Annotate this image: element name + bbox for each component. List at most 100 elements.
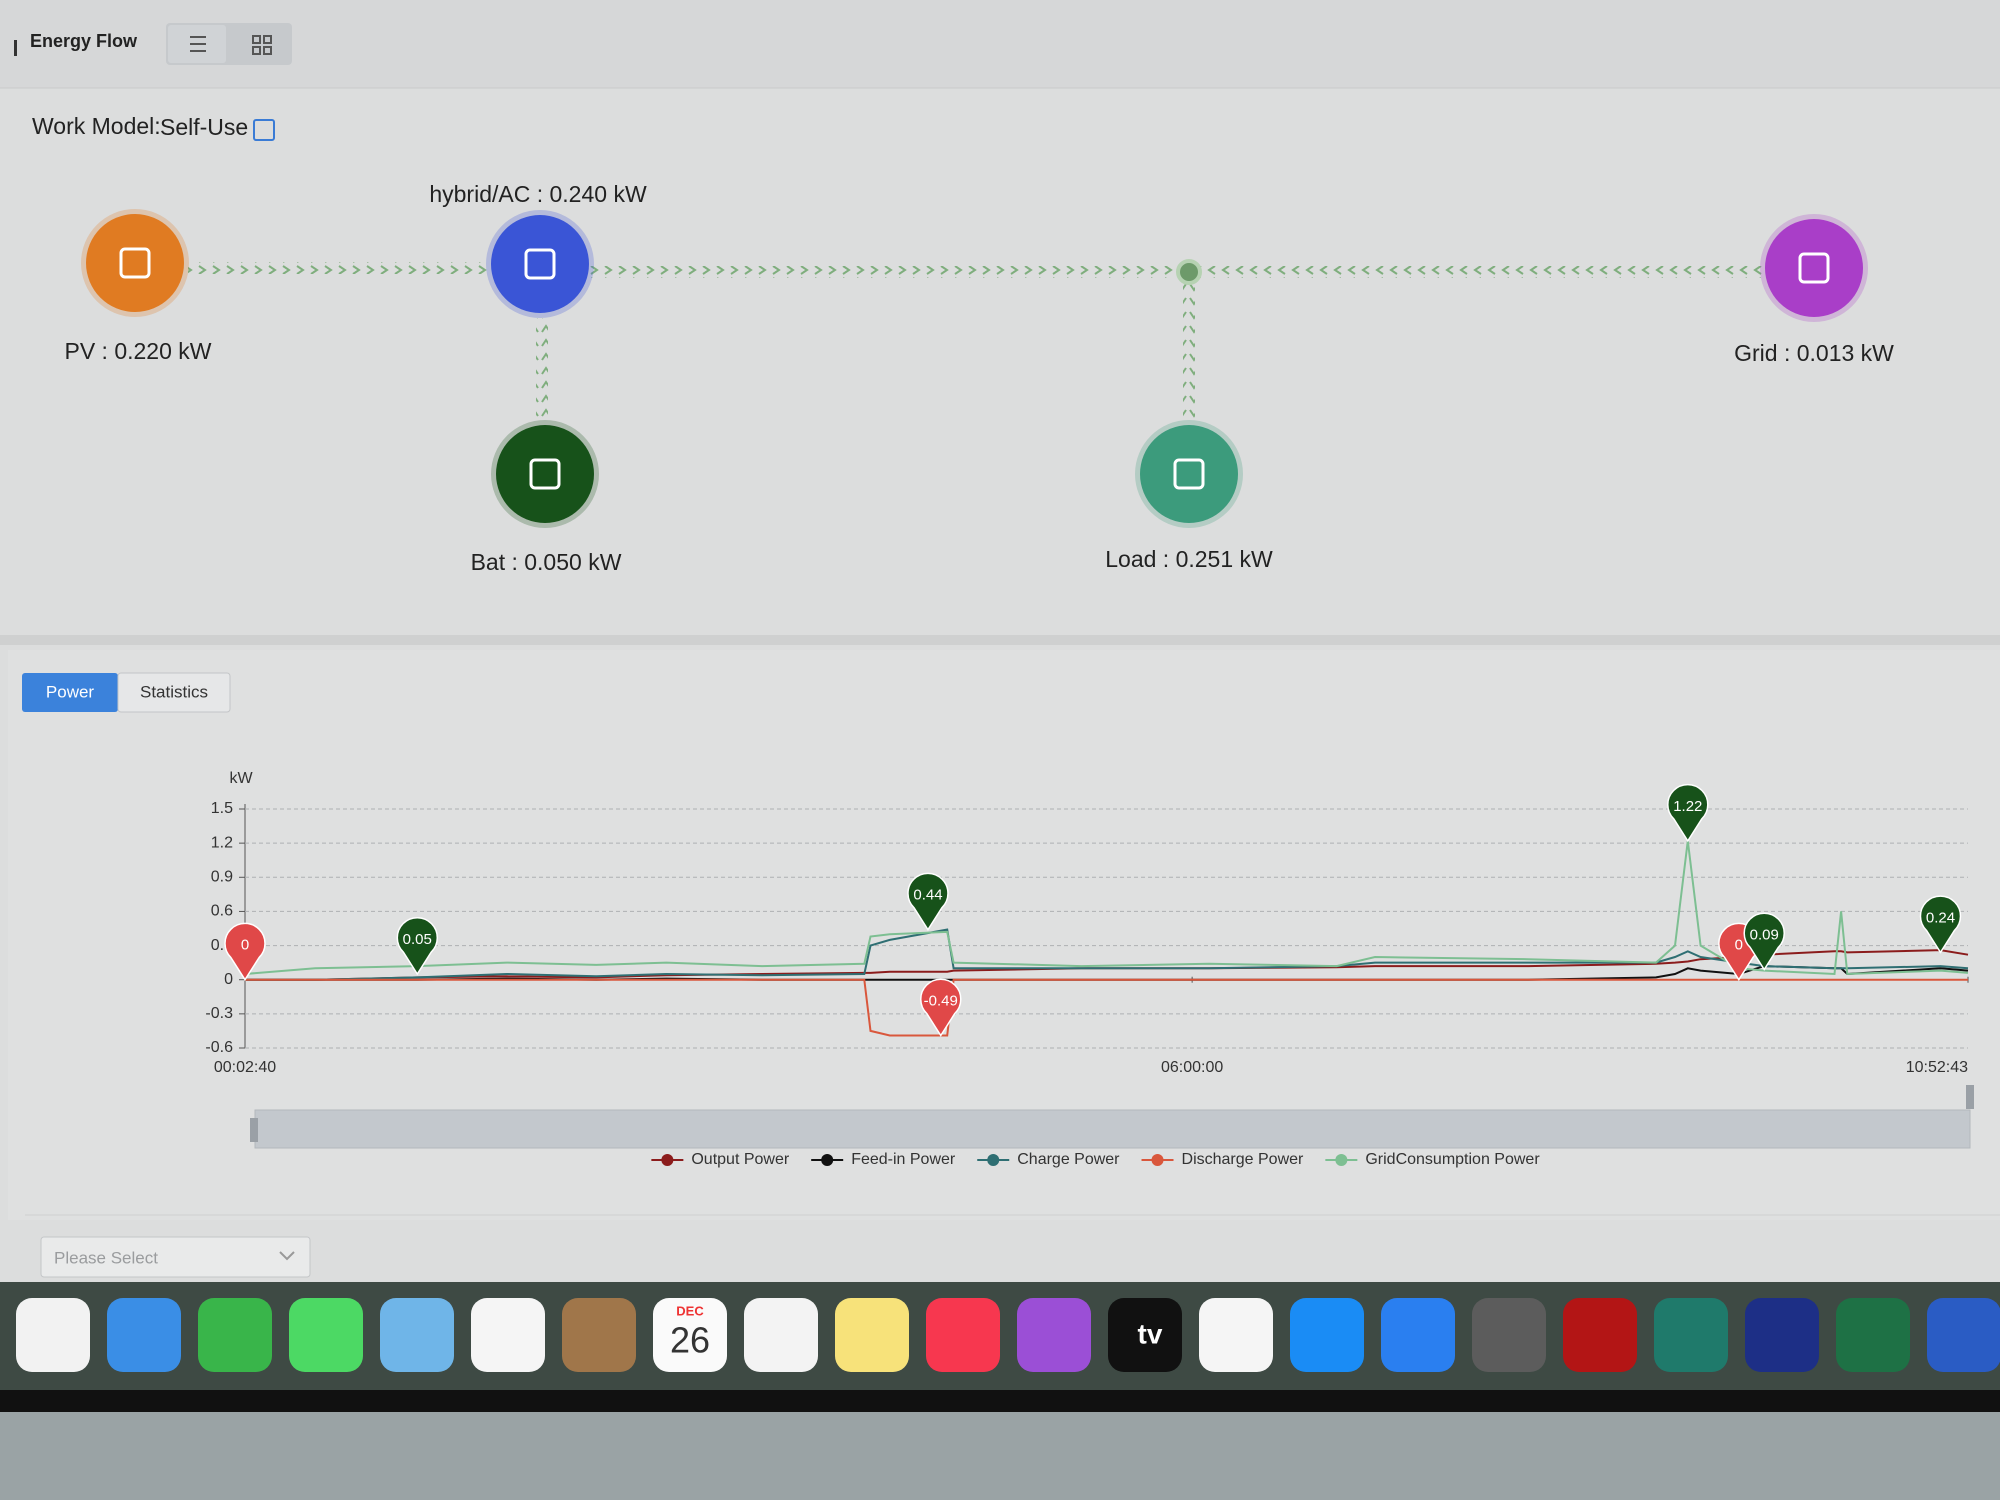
- app-icon[interactable]: [744, 1298, 818, 1372]
- node-label: Grid : 0.013 kW: [1734, 340, 1894, 366]
- node-icon: [529, 458, 561, 490]
- pin-marker: [920, 978, 962, 1037]
- pin-marker: [396, 916, 438, 976]
- legend-label[interactable]: GridConsumption Power: [1365, 1151, 1540, 1168]
- page-title: Energy Flow: [30, 31, 138, 51]
- grid-icon[interactable]: [252, 35, 272, 55]
- x-tick-label: 10:52:43: [1906, 1059, 1968, 1076]
- legend-marker: [1335, 1154, 1348, 1166]
- pin-label: 0: [1735, 937, 1743, 954]
- y-tick-label: 1.5: [211, 800, 233, 817]
- pin-marker: [1919, 895, 1962, 954]
- node[interactable]: [86, 214, 184, 312]
- node-label: hybrid/AC : 0.240 kW: [429, 181, 647, 207]
- node[interactable]: [496, 425, 594, 523]
- app-icon[interactable]: [1199, 1298, 1273, 1372]
- app-icon[interactable]: [471, 1298, 545, 1372]
- flow-pv-inverter: [188, 262, 490, 274]
- pin-label: 0.44: [913, 887, 942, 904]
- junction: [1176, 259, 1202, 285]
- app-icon[interactable]: [1927, 1298, 2000, 1372]
- select-placeholder[interactable]: Please Select: [54, 1248, 158, 1267]
- y-tick-label: 0.6: [211, 903, 233, 920]
- legend: Output Power Feed-in Power Charge Power Dis…: [651, 1151, 1540, 1168]
- app-icon[interactable]: [1654, 1298, 1728, 1372]
- work-model-label: Work Model:: [32, 113, 161, 139]
- select-box[interactable]: [40, 1236, 311, 1278]
- node[interactable]: [1140, 425, 1238, 523]
- app-icon[interactable]: [1017, 1298, 1091, 1372]
- header-bar: [0, 0, 2000, 88]
- node[interactable]: [491, 215, 589, 313]
- pin-label: 0.24: [1926, 909, 1955, 926]
- series-line: [245, 978, 1968, 1037]
- tab-label[interactable]: Power: [46, 682, 95, 701]
- y-tick-label: 0: [224, 971, 233, 988]
- node-icon: [1173, 458, 1205, 490]
- pin-label: 0.05: [403, 931, 432, 948]
- slider-handle[interactable]: [250, 1118, 258, 1142]
- slider-handle[interactable]: [1966, 1085, 1974, 1109]
- node-icon: [524, 248, 556, 280]
- y-axis-title: kW: [229, 770, 253, 787]
- flow-inverter-junction: [590, 266, 1180, 278]
- pin-label: 0: [241, 937, 249, 954]
- node-label: PV : 0.220 kW: [64, 338, 211, 364]
- legend-label[interactable]: Discharge Power: [1182, 1151, 1305, 1168]
- pin-marker: [907, 872, 949, 932]
- app-icon[interactable]: [562, 1298, 636, 1372]
- app-icon[interactable]: [1381, 1298, 1455, 1372]
- pin-marker: [224, 922, 266, 982]
- legend-label[interactable]: Output Power: [691, 1151, 790, 1168]
- legend-marker: [821, 1154, 834, 1166]
- legend-marker: [987, 1154, 1000, 1166]
- list-icon: [190, 36, 206, 52]
- legend-marker: [1151, 1154, 1164, 1166]
- y-tick-label: 1.2: [211, 834, 233, 851]
- y-tick-label: -0.6: [205, 1039, 233, 1056]
- legend-label[interactable]: Feed-in Power: [851, 1151, 956, 1168]
- app-icon[interactable]: [380, 1298, 454, 1372]
- zoom-slider[interactable]: [254, 1109, 1971, 1149]
- node-label: Load : 0.251 kW: [1105, 546, 1273, 572]
- dock-icons: DEC 26 tv: [16, 1298, 2000, 1372]
- title-accent: [14, 40, 17, 56]
- node-icon: [119, 247, 151, 279]
- app-icon[interactable]: [835, 1298, 909, 1372]
- app-icon[interactable]: [107, 1298, 181, 1372]
- pin-label: 1.22: [1673, 798, 1702, 815]
- pin-label: 0.09: [1750, 926, 1779, 943]
- flow-grid-junction: [1198, 266, 1762, 278]
- app-icon[interactable]: [1563, 1298, 1637, 1372]
- tab-label[interactable]: Statistics: [140, 682, 208, 701]
- app-icon[interactable]: [1108, 1298, 1182, 1372]
- app-icon[interactable]: [16, 1298, 90, 1372]
- node-label: Bat : 0.050 kW: [471, 549, 622, 575]
- app-icon[interactable]: [926, 1298, 1000, 1372]
- chart: -0.6-0.300.30.60.91.21.500:02:40 06:00:00…: [205, 783, 1969, 1076]
- pin-marker: [1667, 783, 1709, 843]
- app-icon[interactable]: [1745, 1298, 1819, 1372]
- x-tick-label: 00:02:40: [214, 1059, 276, 1076]
- tab-power[interactable]: [22, 673, 118, 712]
- edit-icon[interactable]: [253, 119, 275, 141]
- calendar-day: 26: [670, 1320, 710, 1361]
- calendar-month: DEC: [676, 1303, 704, 1318]
- app-icon[interactable]: [1472, 1298, 1546, 1372]
- legend-label[interactable]: Charge Power: [1017, 1151, 1120, 1168]
- nodes: PV : 0.220 kW hybrid/AC : 0.240 kW Bat : 0…: [64, 181, 1894, 575]
- app-icon[interactable]: [1836, 1298, 1910, 1372]
- tab-statistics[interactable]: [117, 672, 231, 713]
- series-line: [245, 928, 1969, 981]
- app-icon[interactable]: [198, 1298, 272, 1372]
- node-icon: [1798, 252, 1830, 284]
- app-icon[interactable]: [1290, 1298, 1364, 1372]
- app-icon[interactable]: [653, 1298, 727, 1372]
- bezel: [0, 1390, 2000, 1412]
- flow-battery: [536, 318, 548, 422]
- app-icon[interactable]: [289, 1298, 363, 1372]
- node[interactable]: [1765, 219, 1863, 317]
- work-model-value: Self-Use: [160, 114, 248, 140]
